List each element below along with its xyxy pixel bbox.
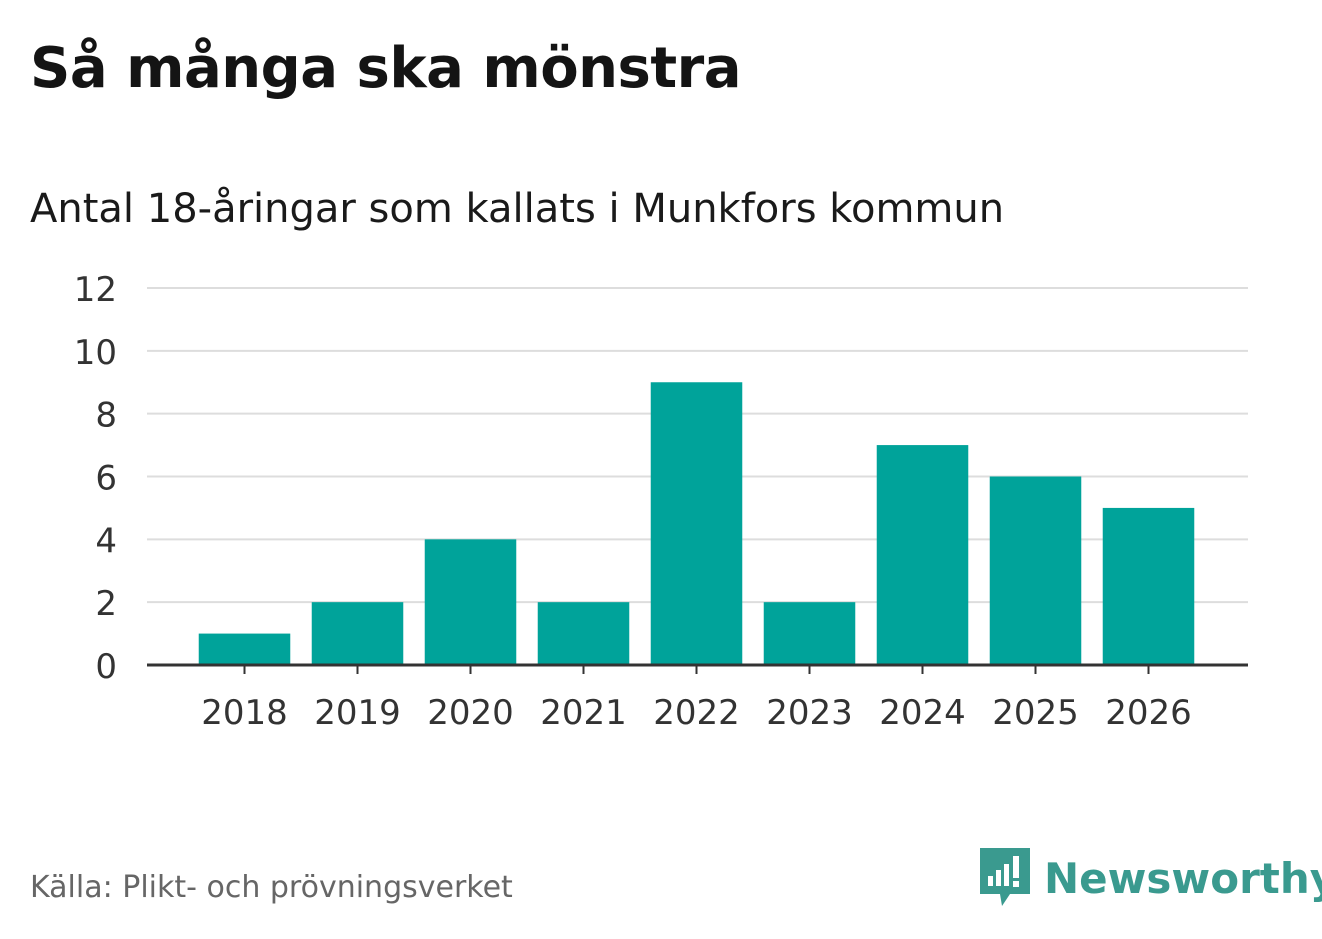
y-tick-label: 8 [95, 396, 117, 436]
bar-chart: 0 2 4 6 8 10 12 2018 2019 2020 2021 2022 2023 2024 202… [74, 270, 1248, 733]
bar-2022 [650, 382, 743, 665]
bar-2020 [424, 539, 517, 665]
y-tick-label: 0 [95, 647, 117, 687]
x-tick-label: 2022 [653, 693, 740, 733]
bar-2026 [1102, 507, 1195, 665]
x-tick-label: 2021 [540, 693, 627, 733]
x-tick-label: 2023 [766, 693, 853, 733]
y-tick-label: 6 [95, 459, 117, 499]
bar-2019 [311, 602, 404, 665]
bar-2021 [537, 602, 630, 665]
y-tick-label: 4 [95, 521, 117, 561]
bar-2023 [763, 602, 856, 665]
y-tick-label: 10 [74, 333, 117, 373]
x-tick-label: 2025 [992, 693, 1079, 733]
chart-title: Så många ska mönstra [30, 36, 742, 101]
x-tick-label: 2024 [879, 693, 966, 733]
bar-2024 [876, 445, 969, 665]
y-tick-label: 12 [74, 270, 117, 310]
brand-name: Newsworthy [1044, 853, 1322, 903]
x-tick-label: 2019 [314, 693, 401, 733]
source-note: Källa: Plikt- och prövningsverket [30, 870, 513, 905]
y-tick-label: 2 [95, 584, 117, 624]
x-tick-label: 2018 [201, 693, 288, 733]
x-tick-label: 2020 [427, 693, 514, 733]
chart-subtitle: Antal 18-åringar som kallats i Munkfors … [30, 186, 1005, 232]
brand-logo: Newsworthy [980, 848, 1322, 908]
newsworthy-logo-icon [980, 848, 1030, 906]
x-tick-label: 2026 [1105, 693, 1192, 733]
bar-2018 [198, 633, 291, 665]
bar-2025 [989, 476, 1082, 665]
